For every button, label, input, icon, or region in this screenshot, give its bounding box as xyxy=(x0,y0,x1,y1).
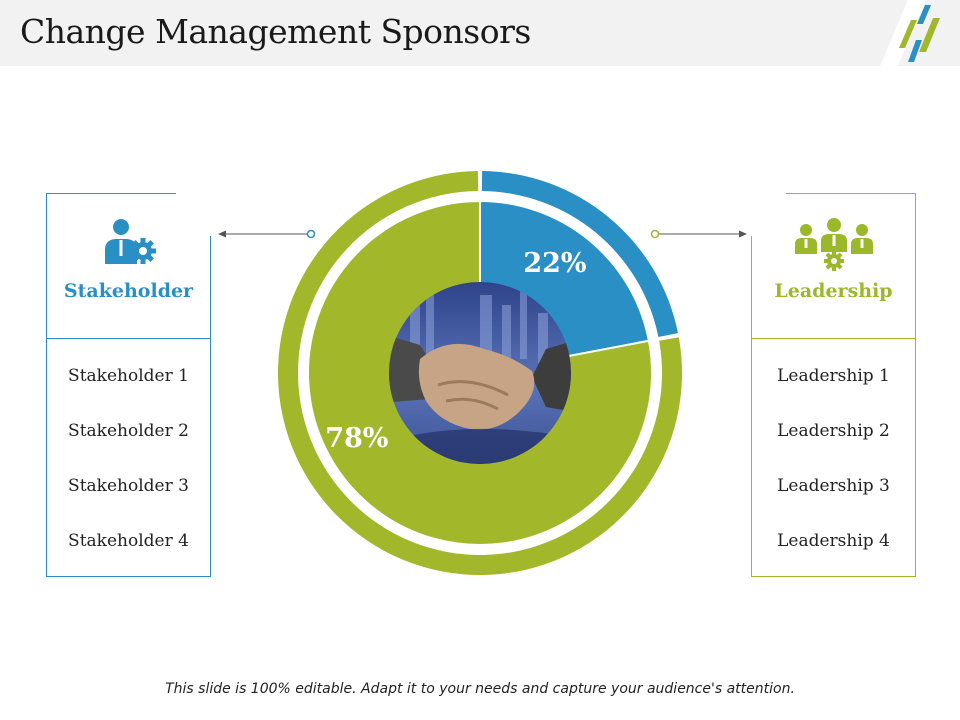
slice-label-leadership: 78% xyxy=(325,423,388,454)
list-item: Leadership 1 xyxy=(777,366,890,386)
list-item: Leadership 4 xyxy=(777,531,890,551)
person-gear-icon xyxy=(104,219,156,264)
leadership-heading: Leadership xyxy=(774,280,893,302)
sponsor-donut-chart: 22% 78% xyxy=(278,171,682,575)
slice-label-stakeholder: 22% xyxy=(523,248,586,279)
outer-ring-segment-stakeholder xyxy=(481,171,679,338)
stakeholder-panel: Stakeholder Stakeholder 1 Stakeholder 2 … xyxy=(46,192,212,577)
team-gear-icon xyxy=(794,218,873,271)
leadership-list: Leadership 1 Leadership 2 Leadership 3 L… xyxy=(752,366,915,586)
brand-logo-icon xyxy=(880,0,940,66)
list-item: Stakeholder 1 xyxy=(68,366,189,386)
leadership-panel-header: Leadership xyxy=(752,194,915,339)
stakeholder-list: Stakeholder 1 Stakeholder 2 Stakeholder … xyxy=(47,366,210,586)
list-item: Stakeholder 4 xyxy=(68,531,189,551)
left-connector-arrow xyxy=(218,229,316,239)
stakeholder-panel-header: Stakeholder xyxy=(47,194,210,339)
handshake-photo xyxy=(389,282,571,464)
list-item: Leadership 2 xyxy=(777,421,890,441)
list-item: Leadership 3 xyxy=(777,476,890,496)
list-item: Stakeholder 3 xyxy=(68,476,189,496)
stakeholder-heading: Stakeholder xyxy=(63,280,194,302)
leadership-panel: Leadership Leadership 1 Leadership 2 Lea… xyxy=(750,192,916,577)
list-item: Stakeholder 2 xyxy=(68,421,189,441)
footer-note: This slide is 100% editable. Adapt it to… xyxy=(165,681,795,697)
page-title: Change Management Sponsors xyxy=(20,12,531,51)
right-connector-arrow xyxy=(650,229,747,239)
title-bar: Change Management Sponsors xyxy=(0,0,960,66)
